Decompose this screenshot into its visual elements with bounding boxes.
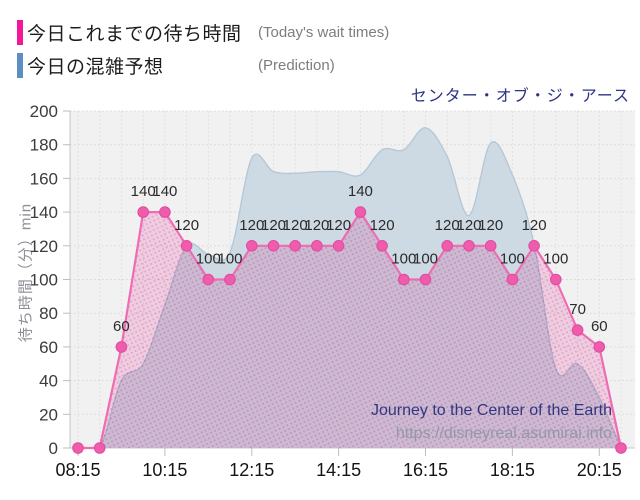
y-tick-label: 100 [30, 271, 58, 290]
data-point-marker[interactable] [615, 442, 627, 454]
data-point-label: 70 [569, 301, 586, 318]
x-tick-label: 14:15 [316, 460, 361, 480]
watermark: Journey to the Center of the Earth https… [371, 399, 612, 445]
data-point-marker[interactable] [246, 240, 258, 252]
data-point-label: 100 [391, 251, 416, 268]
legend-item-prediction: 今日の混雑予想 (Prediction) [17, 50, 389, 80]
y-tick-label: 120 [30, 237, 58, 256]
legend-label-prediction: 今日の混雑予想 [27, 56, 164, 78]
data-point-marker[interactable] [180, 240, 193, 252]
actual-wait-line [78, 211, 623, 450]
data-point-label: 120 [478, 217, 503, 234]
legend-item-actual: 今日これまでの待ち時間 (Today's wait times) [17, 17, 389, 47]
data-point-label: 100 [543, 251, 568, 268]
data-point-marker[interactable] [463, 240, 475, 252]
data-point-marker[interactable] [93, 442, 106, 454]
data-point-marker[interactable] [72, 442, 84, 454]
data-point-marker[interactable] [550, 273, 562, 286]
watermark-attraction-name: Journey to the Center of the Earth [370, 402, 612, 419]
x-tick-label: 08:15 [55, 460, 100, 480]
y-tick-label: 0 [49, 439, 58, 458]
y-tick-label: 20 [39, 405, 58, 424]
data-point-marker[interactable] [311, 240, 323, 252]
data-point-label: 120 [370, 217, 395, 234]
data-point-marker[interactable] [137, 206, 149, 218]
data-point-label: 120 [456, 217, 481, 234]
data-point-label: 140 [348, 183, 373, 200]
y-tick-label: 200 [30, 102, 58, 121]
data-point-marker[interactable] [571, 324, 584, 336]
data-point-label: 100 [196, 251, 221, 268]
data-point-label: 60 [591, 318, 608, 335]
x-tick-label: 20:15 [577, 460, 622, 480]
x-tick-label: 12:15 [229, 460, 274, 480]
legend-swatch-prediction [17, 52, 23, 78]
data-point-marker[interactable] [484, 240, 497, 252]
data-point-marker[interactable] [441, 240, 454, 252]
legend-sublabel-actual: (Today's wait times) [258, 23, 390, 41]
y-tick-label: 140 [30, 203, 58, 222]
y-tick-label: 60 [39, 338, 58, 357]
x-tick-label: 10:15 [142, 460, 187, 480]
data-point-label: 120 [261, 217, 286, 234]
data-point-marker[interactable] [202, 273, 215, 286]
data-point-label: 120 [435, 217, 460, 234]
data-point-label: 140 [131, 183, 156, 200]
legend-label-actual: 今日これまでの待ち時間 [27, 23, 242, 45]
data-point-label: 120 [304, 217, 329, 234]
data-point-label: 120 [283, 217, 308, 234]
data-point-label: 120 [239, 217, 264, 234]
chart-legend: 今日これまでの待ち時間 (Today's wait times) 今日の混雑予想… [17, 17, 389, 83]
data-point-label: 140 [152, 183, 177, 200]
data-point-label: 120 [174, 217, 199, 234]
data-point-marker[interactable] [593, 341, 606, 353]
legend-swatch-actual [17, 19, 23, 45]
legend-sublabel-prediction: (Prediction) [258, 56, 335, 74]
data-point-marker[interactable] [267, 240, 280, 252]
data-point-marker[interactable] [289, 240, 302, 252]
watermark-url: https://disneyreal.asumirai.info [395, 425, 612, 442]
data-point-marker[interactable] [506, 273, 519, 286]
attraction-title: センター・オブ・ジ・アース [410, 88, 630, 105]
data-point-marker[interactable] [419, 273, 432, 286]
data-point-marker[interactable] [159, 206, 171, 218]
data-point-label: 120 [326, 217, 351, 234]
x-tick-label: 16:15 [403, 460, 448, 480]
data-point-marker[interactable] [332, 240, 345, 252]
data-point-label: 60 [113, 318, 130, 335]
data-point-label: 120 [522, 217, 547, 234]
y-tick-label: 40 [39, 372, 58, 391]
y-tick-label: 180 [30, 136, 58, 155]
data-point-marker[interactable] [115, 341, 128, 353]
data-point-marker[interactable] [528, 240, 540, 252]
data-point-label: 100 [413, 251, 438, 268]
x-tick-label: 18:15 [490, 460, 535, 480]
data-point-marker[interactable] [224, 273, 236, 286]
data-point-label: 100 [500, 251, 525, 268]
y-tick-label: 160 [30, 169, 58, 188]
data-point-marker[interactable] [376, 240, 388, 252]
actual-wait-area [78, 212, 621, 448]
data-point-marker[interactable] [398, 273, 410, 286]
data-point-marker[interactable] [354, 206, 367, 218]
data-point-label: 100 [217, 251, 242, 268]
y-tick-label: 80 [39, 304, 58, 323]
